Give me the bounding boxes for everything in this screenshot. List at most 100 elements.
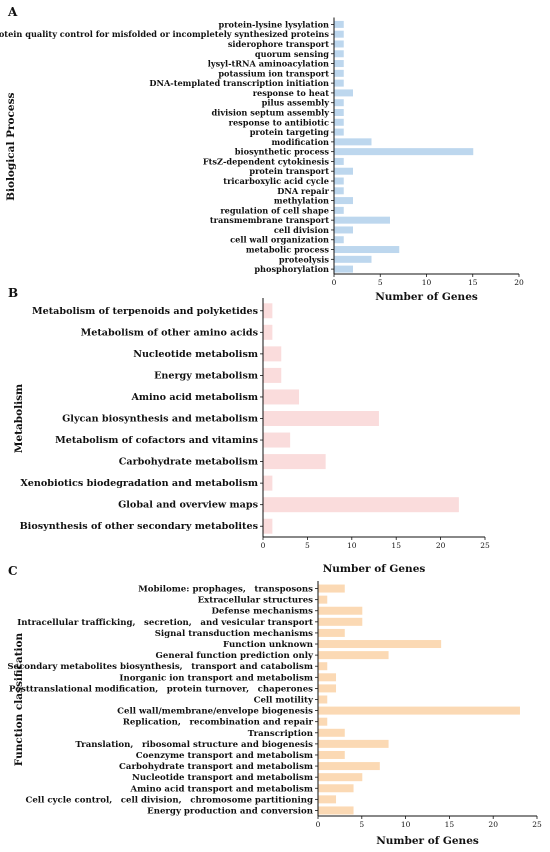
y-axis-title-b: Metabolism [13,384,25,453]
category-label-c-13: Transcription [248,729,314,739]
category-label-b-9: Global and overview maps [118,500,258,511]
bar-b-1 [263,324,273,340]
category-label-c-17: Nucleotide transport and metabolism [132,773,313,783]
bar-c-0 [318,584,345,593]
x-tick-label-c-0: 0 [316,820,321,829]
bar-a-13 [334,148,474,156]
x-tick-label-a-1: 5 [378,278,383,287]
category-label-a-11: protein targeting [250,127,330,137]
x-tick-label-a-2: 10 [422,278,432,287]
bar-a-14 [334,157,344,165]
x-tick-label-a-0: 0 [332,278,337,287]
category-label-b-5: Glycan biosynthesis and metabolism [62,414,258,425]
category-label-a-23: metabolic process [246,245,330,255]
category-label-a-25: phosphorylation [254,264,329,274]
category-label-a-22: cell wall organization [230,235,329,245]
bar-a-17 [334,187,344,195]
bar-a-20 [334,216,390,224]
bar-a-0 [334,20,344,28]
category-label-c-15: Coenzyme transport and metabolism [136,751,313,761]
category-label-c-2: Defense mechanisms [211,607,313,617]
bar-a-24 [334,255,372,263]
bar-c-7 [318,662,328,671]
bar-a-22 [334,236,344,244]
bar-a-16 [334,177,344,185]
bar-c-6 [318,651,389,660]
bar-a-18 [334,197,353,205]
bar-a-21 [334,226,353,234]
panel-label-a: A [7,5,18,19]
category-label-a-12: modification [271,137,329,147]
category-label-a-0: protein-lysine lysylation [218,19,329,29]
x-tick-label-a-4: 20 [514,278,524,287]
chart-panel-c: C Mobilome: prophages, transposonsExtrace… [7,564,542,847]
bar-a-25 [334,265,353,273]
bar-c-18 [318,784,354,793]
bar-a-7 [334,89,353,97]
category-label-b-3: Energy metabolism [154,370,258,381]
bar-a-6 [334,79,344,87]
bar-c-13 [318,728,345,737]
x-tick-label-b-3: 15 [391,541,401,550]
category-label-a-13: biosynthetic process [235,147,330,157]
category-label-b-4: Amino acid metabolism [130,392,258,403]
category-label-a-8: pilus assembly [262,98,330,108]
category-label-c-8: Inorganic ion transport and metabolism [119,673,313,683]
category-label-b-8: Xenobiotics biodegradation and metabolis… [20,478,258,489]
category-label-c-19: Cell cycle control, cell division, chrom… [26,795,314,805]
category-label-c-14: Translation, ribosomal structure and bio… [75,740,313,750]
category-label-a-21: cell division [274,225,329,235]
bar-a-11 [334,128,344,136]
bar-c-11 [318,706,520,715]
category-label-b-6: Metabolism of cofactors and vitamins [55,435,258,446]
bar-c-8 [318,673,337,682]
category-label-a-16: tricarboxylic acid cycle [223,176,329,186]
category-label-a-2: siderophore transport [228,39,329,49]
category-label-c-6: General function prediction only [156,651,314,661]
bar-a-23 [334,246,400,254]
category-label-c-5: Function unknown [223,640,314,650]
category-label-c-4: Signal transduction mechanisms [155,629,313,639]
bar-c-20 [318,806,354,815]
x-axis-title-a: Number of Genes [375,291,478,303]
category-label-c-0: Mobilome: prophages, transposons [138,585,313,595]
x-tick-label-b-4: 20 [436,541,446,550]
bar-a-15 [334,167,353,175]
category-label-c-3: Intracellular trafficking, secretion, an… [17,618,313,628]
bar-b-9 [263,497,459,513]
x-tick-label-b-5: 25 [480,541,490,550]
category-label-a-17: DNA repair [277,186,329,196]
category-label-a-9: division septum assembly [212,107,330,117]
category-label-c-16: Carbohydrate transport and metabolism [119,762,313,772]
panel-label-b: B [8,286,18,300]
category-label-a-5: potassium ion transport [218,68,329,78]
category-label-b-10: Biosynthesis of other secondary metaboli… [20,521,258,532]
category-label-a-7: response to heat [253,88,330,98]
bar-b-2 [263,346,282,362]
x-tick-label-c-5: 25 [532,820,542,829]
x-tick-label-c-4: 20 [488,820,498,829]
bar-b-0 [263,303,273,319]
x-tick-label-c-3: 15 [445,820,455,829]
bar-c-14 [318,739,389,748]
bar-c-4 [318,628,345,637]
category-label-b-7: Carbohydrate metabolism [119,457,258,468]
category-label-c-7: Secondary metabolites biosynthesis, tran… [7,662,313,672]
category-label-a-10: response to antibiotic [229,117,329,127]
bar-a-10 [334,118,344,126]
bar-a-3 [334,50,344,58]
bar-c-5 [318,640,442,649]
x-tick-label-b-2: 10 [347,541,357,550]
x-axis-title-b: Number of Genes [323,563,426,575]
bar-c-12 [318,717,328,726]
category-label-a-15: protein transport [249,166,329,176]
bar-b-6 [263,432,291,448]
x-tick-label-c-2: 10 [401,820,411,829]
chart-panel-b: B Metabolism of terpenoids and polyketide… [8,286,490,575]
category-label-a-24: proteolysis [279,254,330,264]
bar-c-16 [318,762,380,771]
bar-c-17 [318,773,363,782]
category-label-a-3: quorum sensing [255,49,329,59]
x-tick-label-c-1: 5 [359,820,364,829]
